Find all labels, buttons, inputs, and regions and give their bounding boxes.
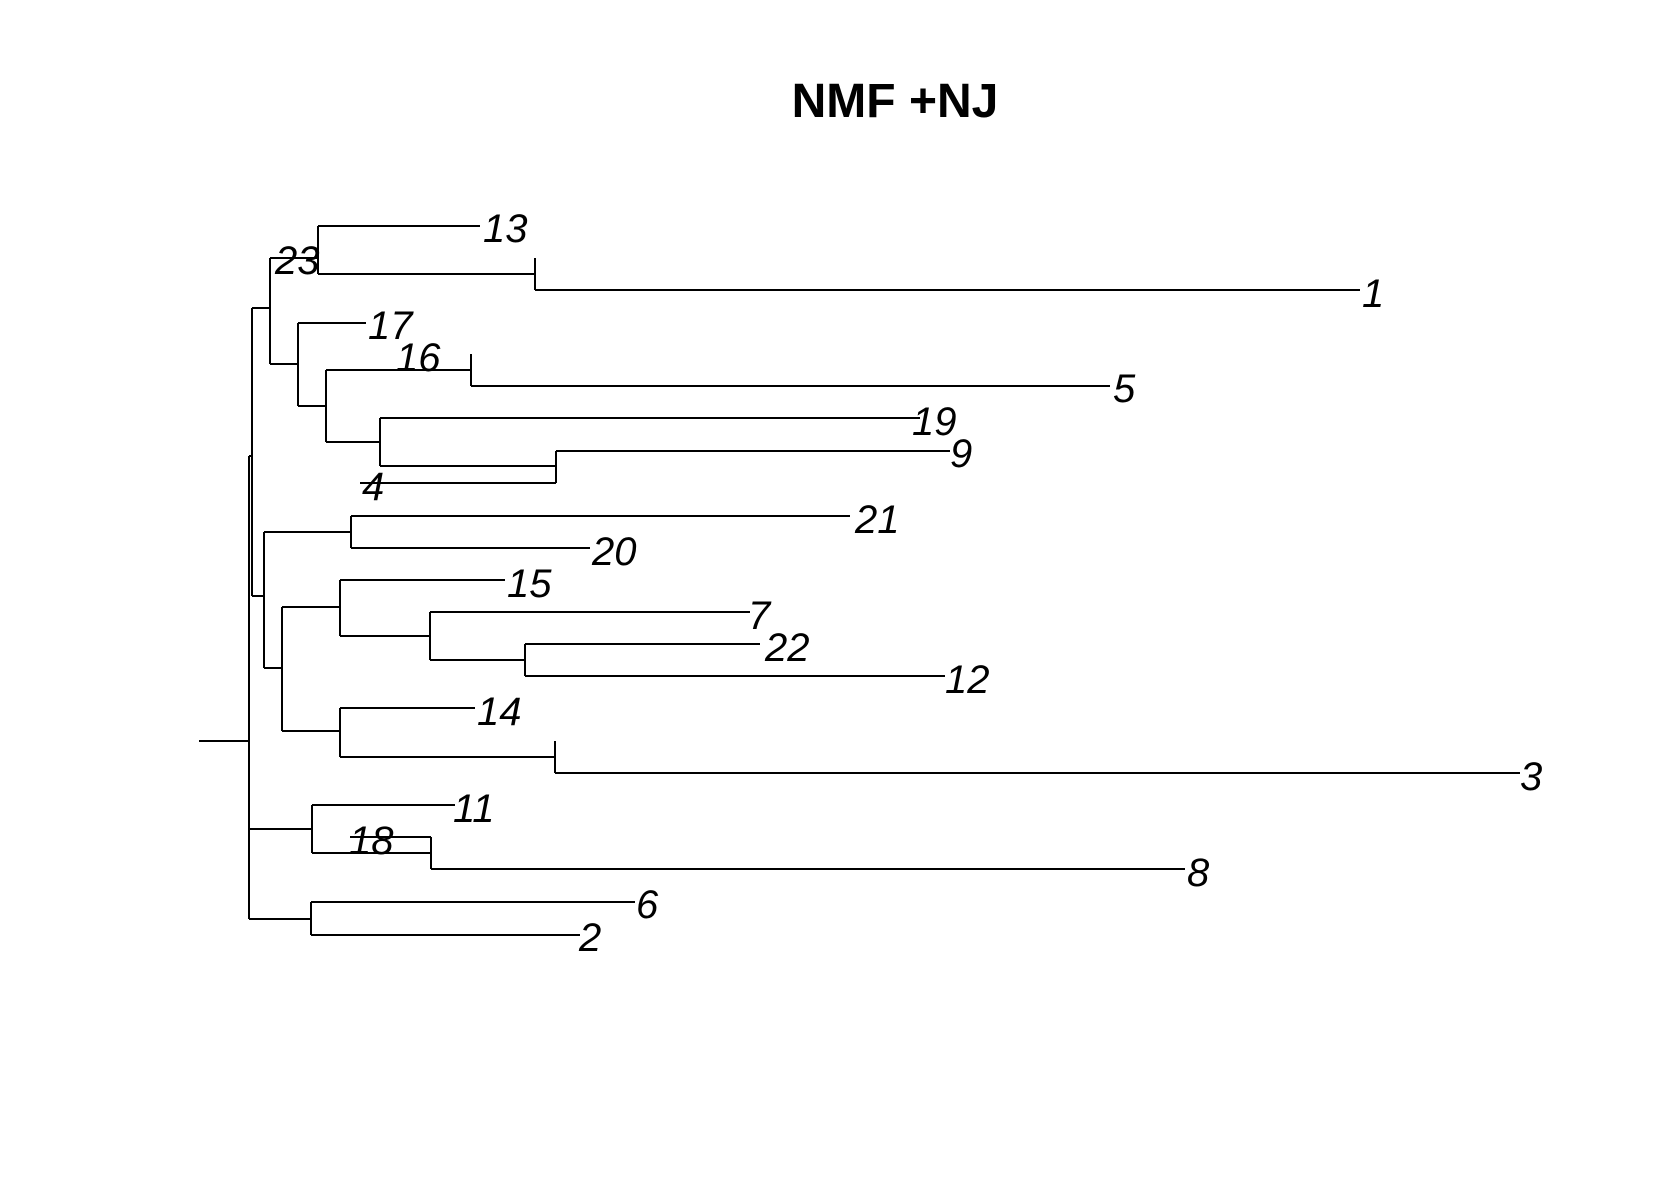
tip-label-16: 16 [396, 336, 441, 380]
tip-label-4: 4 [362, 465, 384, 509]
tip-label-18: 18 [349, 819, 394, 863]
tip-label-5: 5 [1113, 367, 1136, 411]
tip-label-17: 17 [368, 304, 414, 348]
tip-label-1: 1 [1362, 272, 1384, 316]
tip-label-15: 15 [507, 562, 552, 606]
tip-label-13: 13 [483, 207, 528, 251]
tree-title: NMF +NJ [792, 75, 999, 128]
tip-label-11: 11 [453, 787, 495, 831]
tip-label-14: 14 [477, 690, 522, 734]
tip-label-9: 9 [950, 432, 972, 476]
tip-label-19: 19 [912, 400, 957, 444]
tip-label-3: 3 [1520, 755, 1542, 799]
tip-label-8: 8 [1187, 851, 1210, 895]
tip-label-6: 6 [636, 883, 659, 927]
tip-label-2: 2 [578, 916, 601, 960]
tip-label-20: 20 [591, 530, 637, 574]
tip-label-21: 21 [854, 498, 900, 542]
tip-label-22: 22 [764, 626, 810, 670]
tip-label-7: 7 [748, 594, 772, 638]
tip-label-12: 12 [945, 658, 990, 702]
tip-label-23: 23 [274, 239, 320, 283]
tree-edges [199, 225, 1520, 936]
